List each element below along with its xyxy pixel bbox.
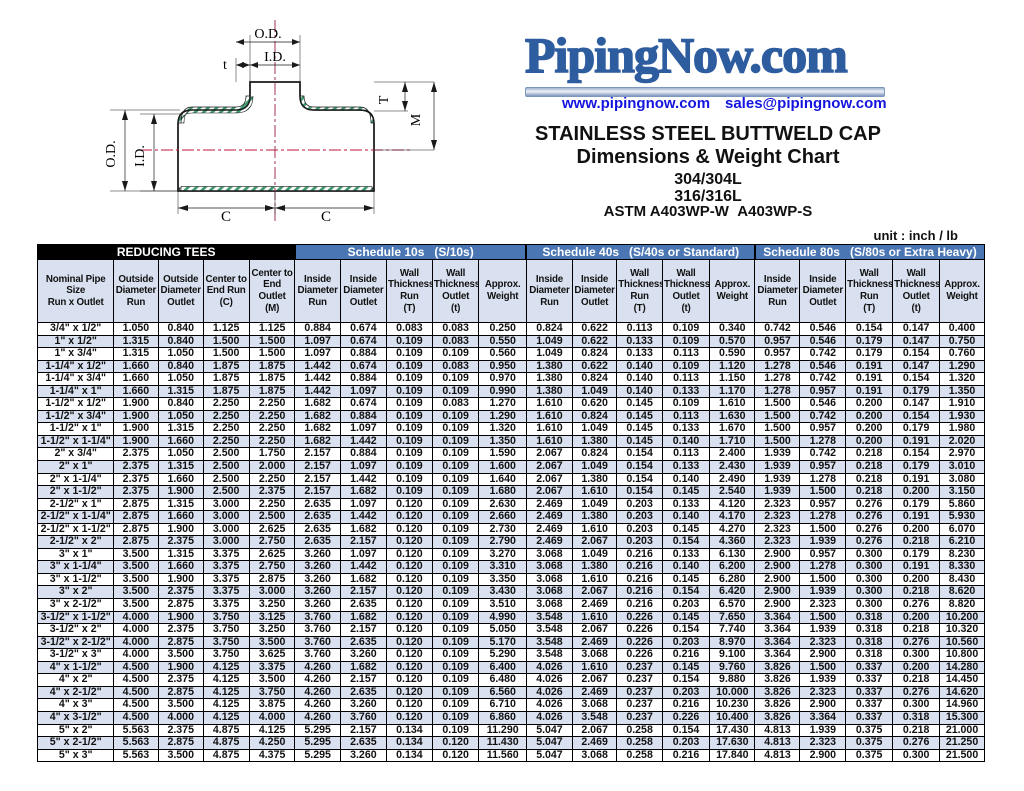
svg-text:M: M [409,113,424,126]
svg-text:C: C [221,209,231,225]
svg-text:C: C [321,209,331,225]
svg-text:t: t [223,58,227,73]
svg-text:O.D.: O.D. [254,27,281,42]
svg-text:I.D.: I.D. [264,50,286,65]
svg-text:O.D.: O.D. [104,140,119,167]
svg-text:I.D.: I.D. [133,145,148,167]
svg-text:T: T [377,95,392,104]
